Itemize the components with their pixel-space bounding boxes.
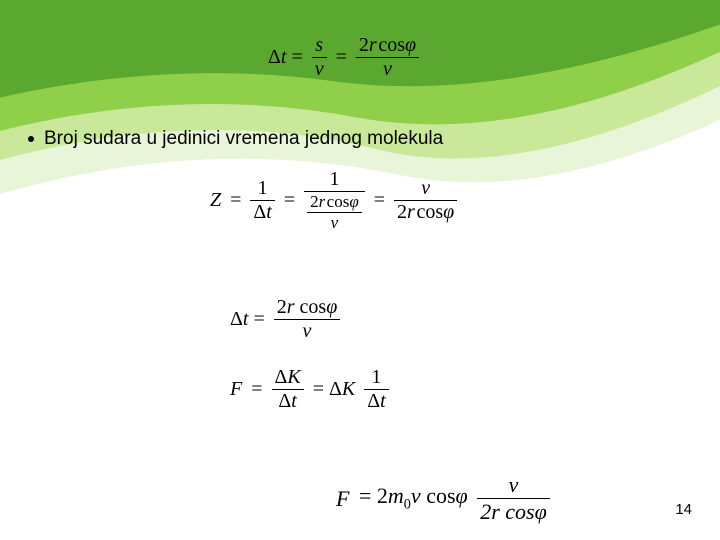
bullet-text: Broj sudara u jedinici vremena jednog mo… <box>44 128 443 150</box>
equation-z: Z = 1Δt = 1 2r cosφv = v2r cosφ <box>210 168 457 233</box>
page-number: 14 <box>675 501 692 518</box>
equation-force-1: F = ΔKΔt = ΔK 1Δt <box>230 366 389 413</box>
bullet-item: Broj sudara u jedinici vremena jednog mo… <box>28 128 443 150</box>
equation-delta-t-1: Δt = sv = 2r cosφv <box>268 34 419 81</box>
equation-force-2: F = 2m0v cosφ v2r cosφ <box>336 472 550 525</box>
slide-content: Δt = sv = 2r cosφv Broj sudara u jedinic… <box>0 0 720 540</box>
bullet-dot-icon <box>28 136 34 142</box>
equation-delta-t-2: Δt = 2r cosφv <box>230 296 340 343</box>
